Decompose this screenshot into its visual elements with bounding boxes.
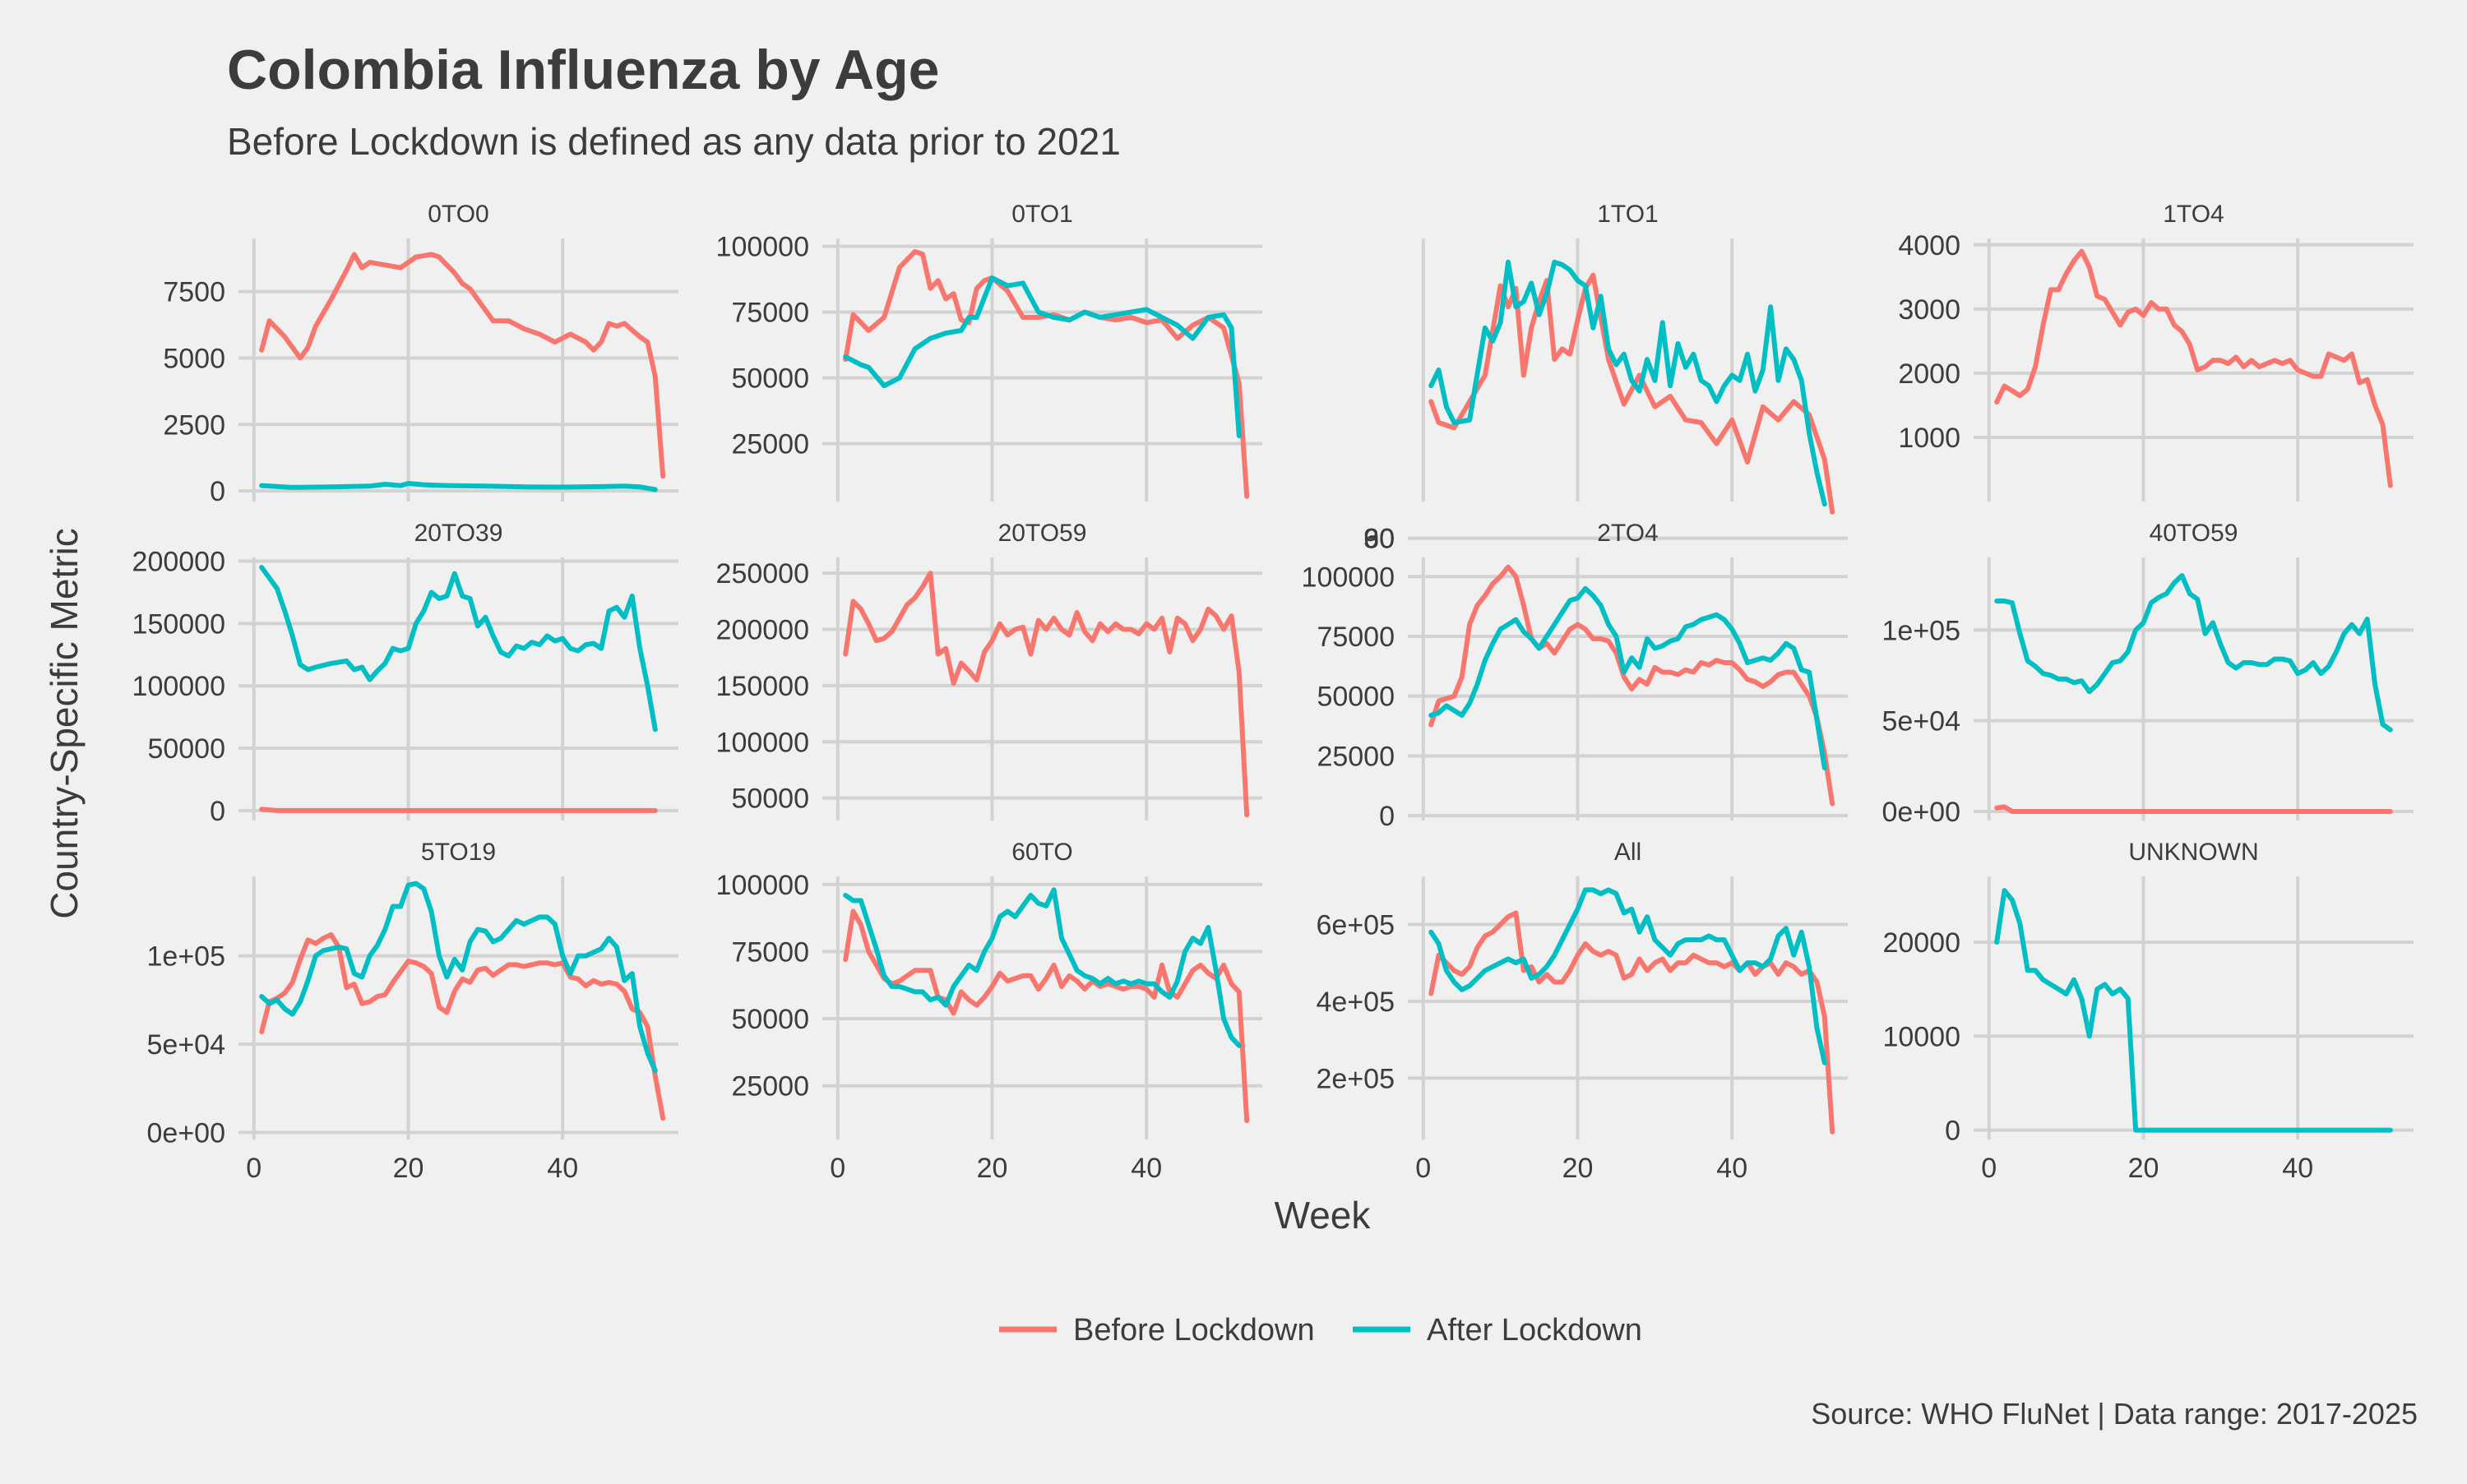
- y-tick-label: 1000: [1898, 423, 1960, 454]
- y-tick-label: 50000: [147, 733, 225, 765]
- y-tick-label: 75000: [1317, 622, 1395, 653]
- y-tick-label: 100000: [716, 232, 809, 263]
- y-tick-label: 0: [1379, 801, 1395, 832]
- facet-label: 2TO4: [1597, 520, 1659, 547]
- facet-label: 40TO59: [2150, 520, 2238, 547]
- y-tick-label: 2000: [1898, 358, 1960, 390]
- y-tick-label: 75000: [731, 936, 809, 968]
- y-tick-label: 200000: [132, 547, 225, 578]
- y-tick-label: 25000: [731, 1071, 809, 1103]
- y-tick-label: 20000: [1882, 927, 1960, 959]
- y-tick-label: 5e+04: [1882, 706, 1961, 737]
- y-tick-label: 50000: [731, 784, 809, 815]
- y-tick-label: 1e+05: [1882, 615, 1961, 646]
- y-tick-label: 6e+05: [1317, 909, 1395, 941]
- legend-label-after: After Lockdown: [1427, 1313, 1642, 1348]
- facet-label: All: [1614, 839, 1641, 866]
- y-tick-label: 2e+05: [1317, 1063, 1395, 1094]
- facet-label: 1TO1: [1597, 201, 1659, 228]
- y-tick-label: 0: [210, 476, 225, 507]
- y-tick-label: 7500: [163, 277, 225, 308]
- y-tick-label: 25000: [1317, 741, 1395, 772]
- facet-label: 0TO1: [1011, 201, 1073, 228]
- y-tick-label: 10000: [1882, 1021, 1960, 1052]
- x-tick-label: 0: [1415, 1153, 1431, 1184]
- x-tick-label: 20: [977, 1153, 1008, 1184]
- x-tick-label: 40: [547, 1153, 578, 1184]
- y-tick-label: 150000: [132, 608, 225, 640]
- facet-label: 20TO39: [414, 520, 503, 547]
- x-tick-label: 0: [246, 1153, 262, 1184]
- y-tick-label: 5000: [163, 343, 225, 374]
- y-tick-label: 2500: [163, 409, 225, 441]
- y-tick-label: 75000: [731, 298, 809, 329]
- x-tick-label: 40: [1716, 1153, 1747, 1184]
- y-tick-label: 4e+05: [1317, 987, 1395, 1018]
- x-axis-title: Week: [1275, 1194, 1372, 1237]
- y-tick-label: 90: [1363, 524, 1395, 555]
- x-tick-label: 20: [2128, 1153, 2159, 1184]
- y-tick-label: 200000: [716, 615, 809, 646]
- facet-label: 20TO59: [998, 520, 1087, 547]
- y-tick-label: 0: [210, 796, 225, 827]
- facet-label: 0TO0: [428, 201, 489, 228]
- y-tick-label: 3000: [1898, 294, 1960, 326]
- series-line-before: [262, 809, 655, 811]
- y-tick-label: 100000: [716, 727, 809, 758]
- y-tick-label: 4000: [1898, 230, 1960, 261]
- x-tick-label: 20: [1562, 1153, 1594, 1184]
- x-tick-label: 20: [393, 1153, 424, 1184]
- chart-caption: Source: WHO FluNet | Data range: 2017-20…: [1811, 1397, 2418, 1431]
- facet-label: 5TO19: [421, 839, 496, 866]
- y-tick-label: 150000: [716, 671, 809, 702]
- chart-title: Colombia Influenza by Age: [227, 39, 939, 101]
- y-axis-title: Country-Specific Metric: [43, 528, 86, 918]
- y-tick-label: 25000: [731, 429, 809, 460]
- y-tick-label: 0e+00: [147, 1117, 226, 1149]
- y-tick-label: 1e+05: [147, 941, 226, 973]
- y-tick-label: 100000: [132, 671, 225, 702]
- x-tick-label: 0: [1981, 1153, 1997, 1184]
- facet-label: 1TO4: [2163, 201, 2224, 228]
- y-tick-label: 50000: [731, 363, 809, 395]
- facet-label: 60TO: [1011, 839, 1073, 866]
- y-tick-label: 100000: [716, 870, 809, 901]
- facet-label: UNKNOWN: [2128, 839, 2258, 866]
- y-tick-label: 5e+04: [147, 1029, 226, 1061]
- y-tick-label: 0e+00: [1882, 797, 1961, 828]
- y-tick-label: 100000: [1302, 562, 1395, 593]
- chart-subtitle: Before Lockdown is defined as any data p…: [227, 120, 1121, 163]
- legend-label-before: Before Lockdown: [1073, 1313, 1315, 1348]
- y-tick-label: 250000: [716, 558, 809, 589]
- y-tick-label: 50000: [731, 1004, 809, 1035]
- x-tick-label: 40: [1131, 1153, 1162, 1184]
- x-tick-label: 0: [830, 1153, 845, 1184]
- y-tick-label: 50000: [1317, 682, 1395, 713]
- y-tick-label: 0: [1945, 1116, 1960, 1147]
- x-tick-label: 40: [2282, 1153, 2313, 1184]
